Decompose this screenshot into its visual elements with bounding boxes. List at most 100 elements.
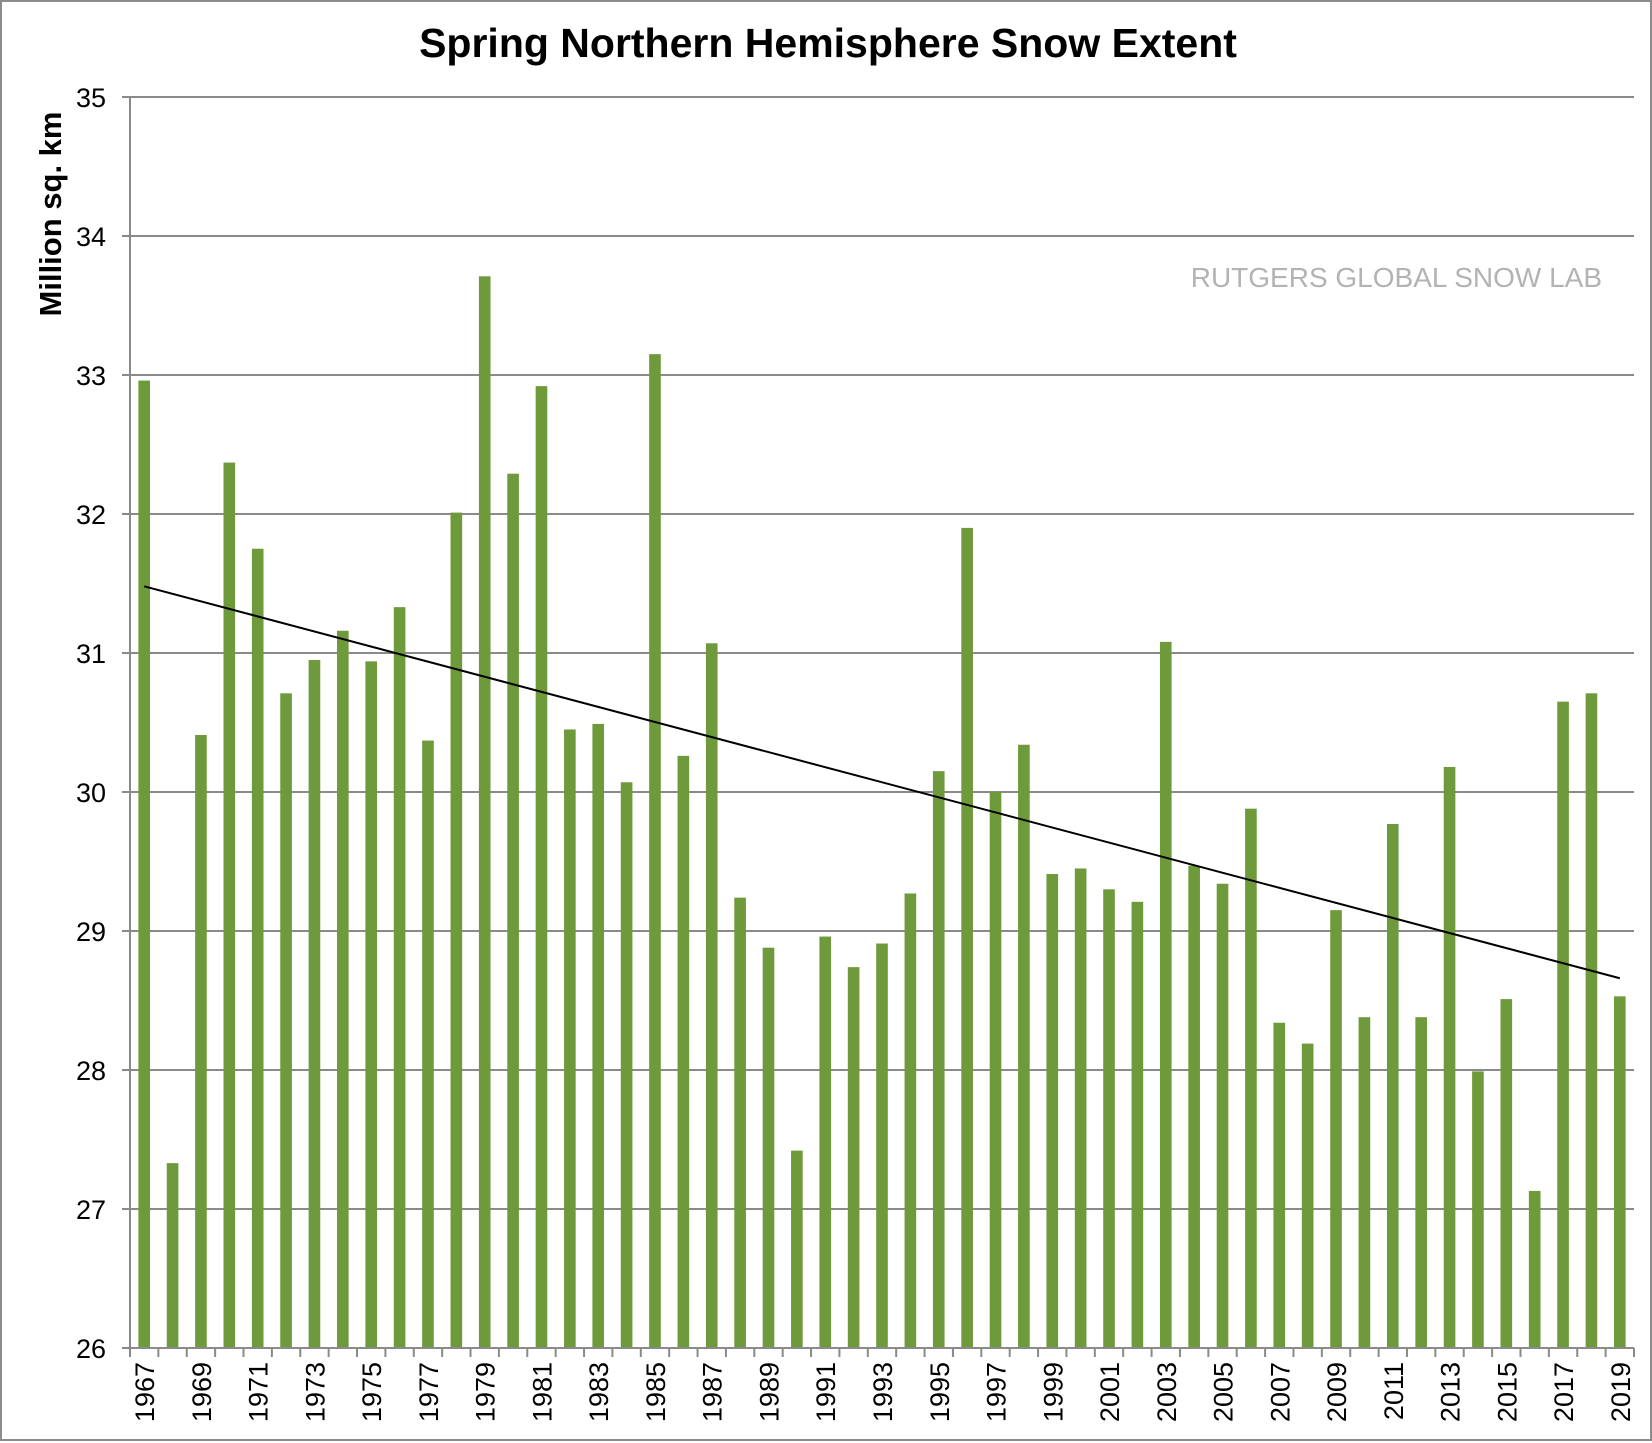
y-tick-label: 27 (76, 1195, 106, 1225)
bar (1557, 701, 1569, 1348)
x-tick-label: 1993 (868, 1362, 898, 1422)
x-tick-label: 2013 (1436, 1362, 1466, 1422)
x-tick-label: 1983 (584, 1362, 614, 1422)
trendline-group (143, 585, 1621, 980)
x-tick-label: 1997 (982, 1362, 1012, 1422)
bar (422, 740, 434, 1348)
bar (535, 386, 548, 1348)
bar (989, 792, 1002, 1348)
y-tick-label: 34 (76, 222, 106, 252)
x-tick-label: 1971 (244, 1362, 274, 1422)
x-tick-label: 1985 (641, 1362, 671, 1422)
bar (138, 380, 151, 1348)
bar (904, 893, 917, 1348)
x-tick-label: 2017 (1549, 1362, 1579, 1422)
bar (734, 897, 746, 1348)
bar (1472, 1071, 1484, 1348)
bar (1216, 883, 1229, 1348)
bar (1245, 808, 1257, 1348)
y-tick-label: 35 (76, 83, 106, 113)
bar (1386, 823, 1399, 1348)
bar (1358, 1017, 1371, 1348)
bar (677, 755, 690, 1348)
y-tick-labels: 26 27 28 29 30 31 32 33 34 35 (76, 83, 106, 1364)
bar (1443, 766, 1456, 1348)
x-tick-label: 1991 (811, 1362, 841, 1422)
bar (1273, 1022, 1286, 1348)
bar (1330, 910, 1342, 1348)
bar (1131, 901, 1144, 1348)
bar (1159, 641, 1172, 1348)
bar (762, 947, 775, 1348)
bar (1103, 889, 1115, 1348)
y-tick-label: 30 (76, 778, 106, 808)
x-tick-label: 2019 (1606, 1362, 1636, 1422)
axes (122, 97, 1635, 1357)
bar (365, 661, 378, 1348)
x-tick-label: 1981 (527, 1362, 557, 1422)
x-tick-label: 1969 (187, 1362, 217, 1422)
bar (393, 607, 406, 1348)
x-tick-label: 1967 (130, 1362, 160, 1422)
chart-title: Spring Northern Hemisphere Snow Extent (419, 20, 1237, 66)
bar (592, 723, 605, 1348)
x-tick-label: 2015 (1492, 1362, 1522, 1422)
watermark-text: RUTGERS GLOBAL SNOW LAB (1191, 262, 1602, 293)
bar (1528, 1190, 1541, 1348)
bar (223, 462, 236, 1348)
bar (1074, 868, 1087, 1348)
x-tick-label: 1987 (698, 1362, 728, 1422)
x-tick-label: 1999 (1038, 1362, 1068, 1422)
bar (564, 729, 576, 1348)
x-tick-label: 1975 (357, 1362, 387, 1422)
x-tick-label: 1989 (754, 1362, 784, 1422)
bar (1046, 874, 1059, 1348)
x-tick-label: 1979 (471, 1362, 501, 1422)
bar (1415, 1017, 1427, 1348)
y-tick-label: 26 (76, 1334, 106, 1364)
bar (847, 967, 860, 1348)
bars (138, 276, 1626, 1348)
bar (705, 643, 718, 1348)
x-tick-label: 1973 (300, 1362, 330, 1422)
bar (1301, 1043, 1314, 1348)
y-tick-label: 29 (76, 917, 106, 947)
bar (620, 782, 633, 1348)
bar (308, 659, 321, 1348)
bar (166, 1163, 179, 1348)
bar (337, 630, 349, 1348)
bar (280, 693, 292, 1348)
x-tick-label: 1995 (925, 1362, 955, 1422)
y-tick-label: 28 (76, 1056, 106, 1086)
bar (1500, 999, 1513, 1348)
bar (649, 354, 661, 1348)
bar (1018, 744, 1030, 1348)
x-tick-label: 1977 (414, 1362, 444, 1422)
bar (932, 771, 945, 1348)
trend-line (143, 585, 1621, 980)
y-tick-label: 33 (76, 361, 106, 391)
x-tick-label: 2009 (1322, 1362, 1352, 1422)
x-tick-label: 2001 (1095, 1362, 1125, 1422)
y-tick-label: 31 (76, 639, 106, 669)
bar (450, 512, 463, 1348)
bar (819, 936, 832, 1348)
x-tick-label: 2011 (1379, 1362, 1409, 1420)
bar (961, 527, 973, 1348)
bar (1188, 865, 1200, 1348)
x-tick-label: 2005 (1209, 1362, 1239, 1422)
x-tick-label: 2003 (1152, 1362, 1182, 1422)
bar (1613, 996, 1626, 1348)
bar (478, 276, 491, 1348)
x-tick-label: 2007 (1265, 1362, 1295, 1422)
bar (791, 1150, 803, 1348)
y-tick-label: 32 (76, 500, 106, 530)
bar (251, 548, 264, 1348)
bar (876, 943, 888, 1348)
y-axis-title: Million sq. km (33, 112, 68, 317)
x-tick-labels: 1967 1969 1971 1973 1975 1977 1979 1981 1983 1985… (130, 1362, 1636, 1422)
bar (507, 473, 519, 1348)
bar (195, 735, 207, 1348)
